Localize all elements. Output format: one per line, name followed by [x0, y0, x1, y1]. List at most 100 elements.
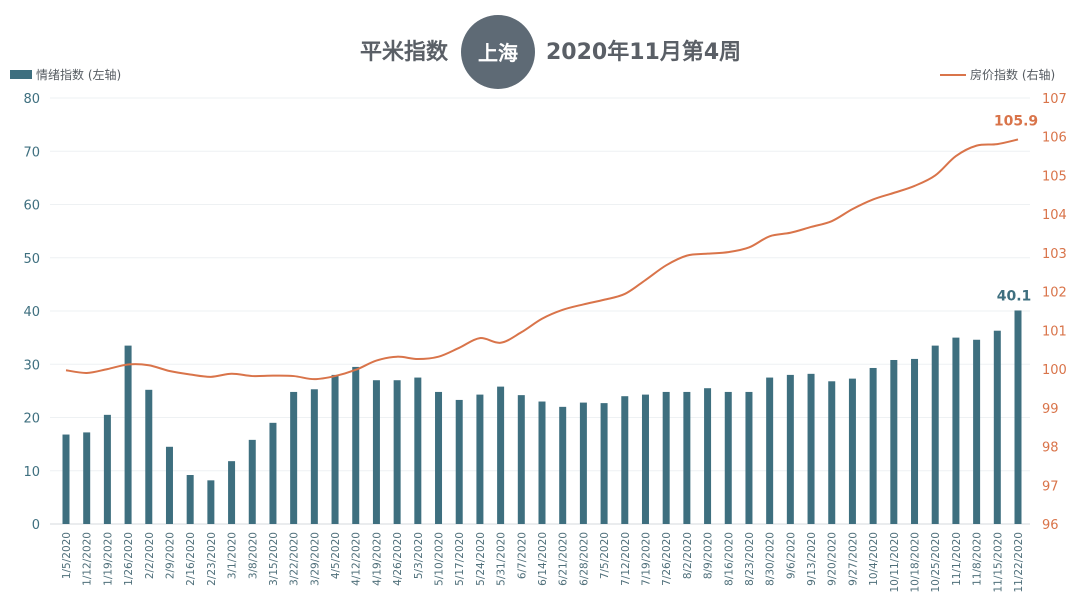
bar	[145, 389, 153, 524]
y-right-tick-label: 96	[1042, 518, 1059, 533]
bar	[683, 391, 691, 524]
y-left-tick-label: 60	[23, 199, 40, 214]
x-tick-label: 6/7/2020	[516, 532, 528, 579]
x-tick-label: 5/10/2020	[434, 532, 446, 586]
x-tick-label: 7/19/2020	[640, 532, 652, 586]
x-tick-label: 4/12/2020	[351, 532, 363, 586]
bar	[600, 403, 608, 524]
bar-series	[62, 310, 1022, 524]
bar	[83, 432, 91, 524]
y-left-tick-label: 40	[23, 305, 40, 320]
bar	[207, 480, 215, 524]
x-tick-label: 8/2/2020	[682, 532, 694, 579]
y-left-tick-label: 70	[23, 145, 40, 160]
bar	[766, 377, 774, 524]
x-tick-label: 4/26/2020	[392, 532, 404, 586]
bar	[662, 391, 670, 524]
bar	[228, 461, 236, 524]
bar	[435, 391, 443, 524]
bar	[310, 389, 318, 524]
x-tick-label: 8/9/2020	[703, 532, 715, 579]
y-left-tick-label: 10	[23, 465, 40, 480]
bar	[124, 345, 132, 524]
legend-bar-label: 情绪指数 (左轴)	[36, 67, 121, 82]
city-badge	[461, 15, 535, 89]
bar	[62, 434, 70, 524]
x-tick-label: 1/26/2020	[123, 532, 135, 586]
bar	[103, 414, 111, 524]
x-tick-label: 2/9/2020	[164, 532, 176, 579]
x-tick-label: 9/20/2020	[827, 532, 839, 586]
x-tick-label: 11/8/2020	[972, 532, 984, 586]
y-axis-left: 0 10 20 30 40 50 60 70 80	[23, 92, 40, 533]
x-tick-label: 5/17/2020	[454, 532, 466, 586]
bar	[352, 366, 360, 524]
bar	[476, 394, 484, 524]
x-tick-label: 6/21/2020	[558, 532, 570, 586]
x-tick-label: 5/31/2020	[496, 532, 508, 586]
x-tick-label: 1/19/2020	[102, 532, 114, 586]
bar	[1014, 310, 1022, 524]
bar	[517, 395, 525, 524]
bar	[848, 378, 856, 524]
x-tick-label: 10/4/2020	[868, 532, 880, 586]
bar	[807, 373, 815, 524]
y-right-tick-label: 102	[1042, 286, 1067, 301]
x-tick-label: 3/22/2020	[289, 532, 301, 586]
x-tick-label: 10/11/2020	[889, 532, 901, 593]
x-tick-label: 9/13/2020	[806, 532, 818, 586]
bar	[621, 396, 629, 524]
bar	[745, 391, 753, 524]
y-right-tick-label: 97	[1042, 479, 1059, 494]
bar	[869, 367, 877, 524]
bar	[372, 380, 380, 524]
y-left-tick-label: 0	[32, 518, 40, 533]
x-tick-label: 5/3/2020	[413, 532, 425, 579]
x-tick-label: 5/24/2020	[475, 532, 487, 586]
x-tick-label: 3/1/2020	[227, 532, 239, 579]
x-tick-label: 2/16/2020	[185, 532, 197, 586]
x-tick-label: 3/15/2020	[268, 532, 280, 586]
bar	[290, 391, 298, 524]
x-tick-label: 3/29/2020	[309, 532, 321, 586]
bar	[786, 374, 794, 524]
y-left-tick-label: 50	[23, 252, 40, 267]
bar	[165, 446, 173, 524]
x-tick-label: 7/26/2020	[661, 532, 673, 586]
y-right-tick-label: 104	[1042, 208, 1067, 223]
bar	[331, 374, 339, 524]
y-left-tick-label: 20	[23, 412, 40, 427]
y-right-tick-label: 106	[1042, 131, 1067, 146]
bar	[993, 330, 1001, 524]
x-tick-label: 1/12/2020	[82, 532, 94, 586]
last-line-data-label: 105.9	[994, 113, 1038, 129]
bar	[497, 386, 505, 524]
bar	[828, 381, 836, 524]
x-tick-label: 11/15/2020	[992, 532, 1004, 593]
last-bar-data-label: 40.1	[997, 288, 1032, 304]
bar	[911, 358, 919, 524]
y-left-tick-label: 30	[23, 358, 40, 373]
x-tick-label: 4/19/2020	[371, 532, 383, 586]
bar	[931, 345, 939, 524]
x-tick-label: 7/12/2020	[620, 532, 632, 586]
chart-title-suffix: 2020年11月第4周	[546, 39, 741, 65]
bar	[538, 401, 546, 524]
line-series	[65, 138, 1019, 381]
x-tick-label: 9/27/2020	[847, 532, 859, 586]
y-right-tick-label: 98	[1042, 441, 1059, 456]
bar	[579, 402, 587, 524]
chart-title-prefix: 平米指数	[360, 39, 449, 65]
x-tick-label: 9/6/2020	[785, 532, 797, 579]
bar	[973, 339, 981, 524]
y-left-tick-label: 80	[23, 92, 40, 107]
bar	[455, 399, 463, 524]
y-right-tick-label: 105	[1042, 169, 1067, 184]
bar	[269, 422, 277, 524]
legend-line-label: 房价指数 (右轴)	[970, 67, 1055, 82]
bar	[414, 377, 422, 524]
x-tick-label: 2/2/2020	[144, 532, 156, 579]
x-tick-label: 8/23/2020	[744, 532, 756, 586]
house-price-line	[65, 138, 1019, 381]
